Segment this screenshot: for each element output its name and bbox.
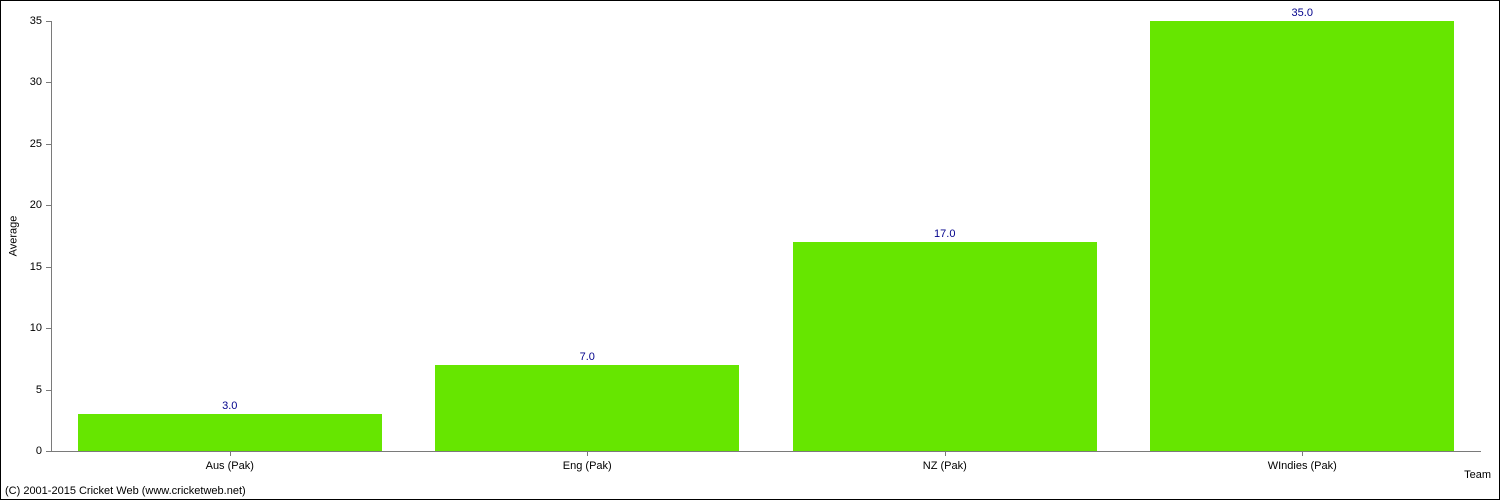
x-axis-line	[51, 451, 1481, 452]
y-tick-label: 10	[1, 322, 42, 334]
x-tick	[945, 451, 946, 456]
y-tick-label: 5	[1, 384, 42, 396]
x-tick-label: Aus (Pak)	[206, 460, 254, 472]
x-tick-label: Eng (Pak)	[563, 460, 612, 472]
y-axis-title: Average	[7, 216, 19, 257]
y-tick-label: 25	[1, 138, 42, 150]
chart-frame: Average Team (C) 2001-2015 Cricket Web (…	[0, 0, 1500, 500]
y-tick	[46, 267, 51, 268]
y-tick-label: 15	[1, 261, 42, 273]
y-tick	[46, 144, 51, 145]
bar	[1150, 21, 1454, 451]
bar-value-label: 35.0	[1292, 7, 1313, 19]
x-axis-title: Team	[1464, 469, 1491, 481]
bar-value-label: 7.0	[580, 351, 595, 363]
y-tick	[46, 82, 51, 83]
y-tick	[46, 205, 51, 206]
y-axis-line	[51, 21, 52, 451]
y-tick	[46, 328, 51, 329]
bar	[793, 242, 1097, 451]
y-tick	[46, 390, 51, 391]
x-tick	[587, 451, 588, 456]
y-tick	[46, 21, 51, 22]
copyright-text: (C) 2001-2015 Cricket Web (www.cricketwe…	[5, 485, 246, 497]
x-tick-label: WIndies (Pak)	[1268, 460, 1337, 472]
y-tick-label: 35	[1, 15, 42, 27]
x-tick	[230, 451, 231, 456]
bar	[435, 365, 739, 451]
y-tick-label: 30	[1, 76, 42, 88]
x-tick-label: NZ (Pak)	[923, 460, 967, 472]
y-tick-label: 20	[1, 199, 42, 211]
bar-value-label: 17.0	[934, 228, 955, 240]
bar-value-label: 3.0	[222, 400, 237, 412]
x-tick	[1302, 451, 1303, 456]
bar	[78, 414, 382, 451]
y-tick	[46, 451, 51, 452]
y-tick-label: 0	[1, 445, 42, 457]
